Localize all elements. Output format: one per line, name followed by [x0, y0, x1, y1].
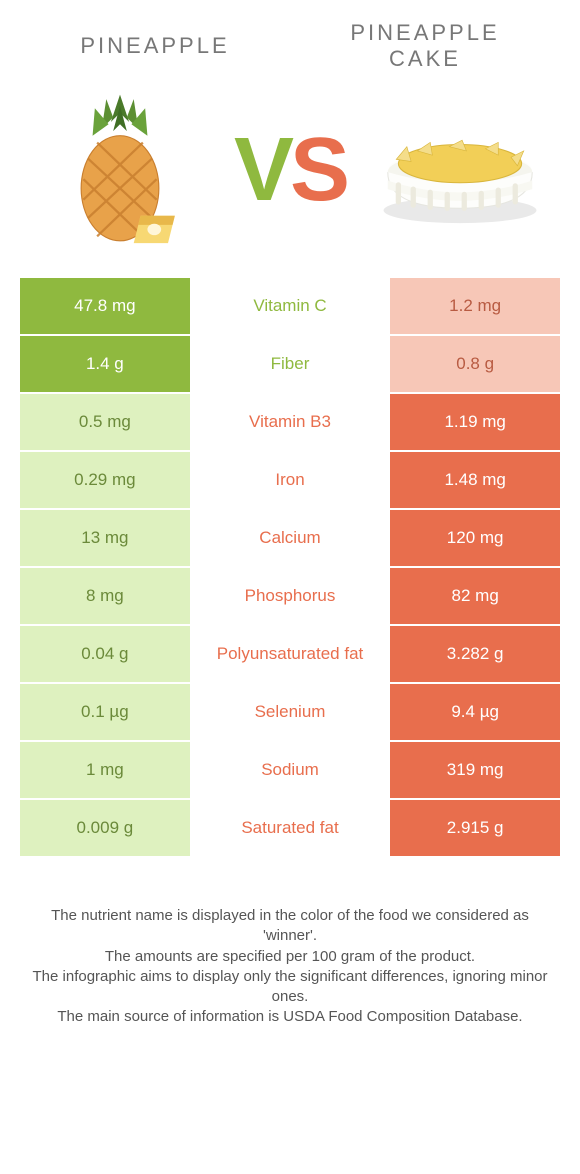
- table-row: 13 mgCalcium120 mg: [20, 510, 560, 566]
- right-value: 1.19 mg: [390, 394, 560, 450]
- table-row: 0.29 mgIron1.48 mg: [20, 452, 560, 508]
- footer-line: The main source of information is USDA F…: [28, 1007, 552, 1027]
- nutrient-label: Phosphorus: [190, 568, 391, 624]
- nutrient-label: Iron: [190, 452, 391, 508]
- left-value: 0.009 g: [20, 800, 190, 856]
- left-value: 0.04 g: [20, 626, 190, 682]
- vs-s: S: [290, 120, 346, 220]
- table-row: 47.8 mgVitamin C1.2 mg: [20, 278, 560, 334]
- nutrient-label: Calcium: [190, 510, 391, 566]
- left-value: 8 mg: [20, 568, 190, 624]
- nutrient-label: Selenium: [190, 684, 391, 740]
- table-row: 8 mgPhosphorus82 mg: [20, 568, 560, 624]
- right-title: PINEAPPLE CAKE: [290, 20, 560, 72]
- footer-notes: The nutrient name is displayed in the co…: [20, 906, 560, 1028]
- pineapple-cake-image: [370, 80, 550, 260]
- nutrient-label: Saturated fat: [190, 800, 391, 856]
- right-value: 2.915 g: [390, 800, 560, 856]
- right-value: 1.2 mg: [390, 278, 560, 334]
- vs-label: VS: [234, 119, 346, 222]
- right-value: 1.48 mg: [390, 452, 560, 508]
- table-row: 0.009 gSaturated fat2.915 g: [20, 800, 560, 856]
- left-value: 47.8 mg: [20, 278, 190, 334]
- table-row: 1.4 gFiber0.8 g: [20, 336, 560, 392]
- footer-line: The infographic aims to display only the…: [28, 967, 552, 1008]
- left-value: 13 mg: [20, 510, 190, 566]
- right-value: 0.8 g: [390, 336, 560, 392]
- footer-line: The amounts are specified per 100 gram o…: [28, 947, 552, 967]
- nutrient-label: Fiber: [190, 336, 391, 392]
- right-value: 319 mg: [390, 742, 560, 798]
- table-row: 0.1 µgSelenium9.4 µg: [20, 684, 560, 740]
- right-value: 82 mg: [390, 568, 560, 624]
- right-value: 3.282 g: [390, 626, 560, 682]
- header: PINEAPPLE PINEAPPLE CAKE: [20, 20, 560, 72]
- image-row: VS: [20, 80, 560, 260]
- pineapple-image: [30, 80, 210, 260]
- nutrient-label: Sodium: [190, 742, 391, 798]
- left-value: 1.4 g: [20, 336, 190, 392]
- table-row: 0.04 gPolyunsaturated fat3.282 g: [20, 626, 560, 682]
- nutrient-label: Vitamin B3: [190, 394, 391, 450]
- nutrient-label: Polyunsaturated fat: [190, 626, 391, 682]
- left-title: PINEAPPLE: [20, 33, 290, 59]
- left-value: 0.5 mg: [20, 394, 190, 450]
- nutrient-table: 47.8 mgVitamin C1.2 mg1.4 gFiber0.8 g0.5…: [20, 278, 560, 856]
- left-value: 1 mg: [20, 742, 190, 798]
- nutrient-label: Vitamin C: [190, 278, 391, 334]
- right-value: 120 mg: [390, 510, 560, 566]
- right-value: 9.4 µg: [390, 684, 560, 740]
- table-row: 0.5 mgVitamin B31.19 mg: [20, 394, 560, 450]
- footer-line: The nutrient name is displayed in the co…: [28, 906, 552, 947]
- left-value: 0.29 mg: [20, 452, 190, 508]
- table-row: 1 mgSodium319 mg: [20, 742, 560, 798]
- left-value: 0.1 µg: [20, 684, 190, 740]
- vs-v: V: [234, 120, 290, 220]
